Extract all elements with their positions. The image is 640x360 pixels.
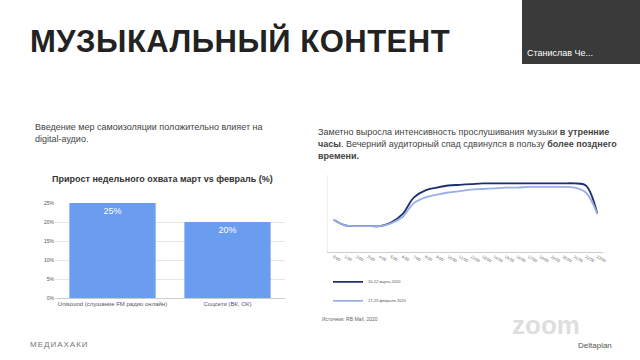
svg-text:18:00: 18:00 [538, 254, 550, 264]
svg-text:8:00: 8:00 [424, 254, 434, 263]
html-text:Заметно выросла интенсивность: Заметно выросла интенсивность прослушива… [318, 127, 617, 161]
svg-text:20:00: 20:00 [561, 254, 573, 264]
html-text:Deltaplan: Deltaplan [578, 341, 612, 350]
svg-text:2:00: 2:00 [355, 254, 365, 263]
svg-text:4:00: 4:00 [378, 254, 388, 263]
html-text:Станислав Че...: Станислав Че... [527, 48, 594, 58]
svg-text:3:00: 3:00 [367, 254, 377, 263]
svg-text:23:00: 23:00 [596, 254, 608, 264]
html-text:Введение мер самоизоляции поло: Введение мер самоизоляции положительно в… [35, 122, 263, 144]
svg-text:20%: 20% [218, 225, 236, 235]
svg-text:5%: 5% [47, 276, 55, 282]
svg-text:16:00: 16:00 [516, 254, 528, 264]
svg-text:15:00: 15:00 [504, 254, 516, 264]
svg-text:Unisound (слушание FM радио он: Unisound (слушание FM радио онлайн) [58, 301, 167, 307]
html-text:МУЗЫКАЛЬНЫЙ КОНТЕНТ: МУЗЫКАЛЬНЫЙ КОНТЕНТ [30, 24, 451, 59]
svg-text:1:00: 1:00 [344, 254, 354, 263]
html-text:МЕДИАХАКИ: МЕДИАХАКИ [30, 340, 89, 349]
svg-text:25%: 25% [44, 200, 55, 206]
svg-text:17-23 февраля 2020: 17-23 февраля 2020 [368, 298, 407, 303]
svg-text:17:00: 17:00 [527, 254, 539, 264]
svg-text:25%: 25% [103, 206, 121, 216]
svg-text:15%: 15% [44, 238, 55, 244]
svg-text:11:00: 11:00 [458, 254, 470, 264]
svg-text:19:00: 19:00 [550, 254, 562, 264]
svg-text:14:00: 14:00 [493, 254, 505, 264]
svg-text:10%: 10% [44, 257, 55, 263]
svg-text:16-22 марта 2020: 16-22 марта 2020 [368, 279, 401, 284]
svg-text:5:00: 5:00 [390, 254, 400, 263]
svg-text:12:00: 12:00 [470, 254, 482, 264]
svg-text:21:00: 21:00 [573, 254, 585, 264]
svg-text:0:00: 0:00 [332, 254, 342, 263]
html-text:zoom: zoom [512, 310, 580, 340]
svg-text:6:00: 6:00 [401, 254, 411, 263]
svg-text:7:00: 7:00 [412, 254, 422, 263]
svg-text:Прирост недельного охвата март: Прирост недельного охвата март vs феврал… [52, 174, 273, 184]
html-text:Источник: RB Mail, 2020: Источник: RB Mail, 2020 [322, 316, 378, 322]
svg-text:9:00: 9:00 [435, 254, 445, 263]
svg-text:0%: 0% [47, 295, 55, 301]
svg-text:Соцсети (ВК, ОК): Соцсети (ВК, ОК) [204, 301, 252, 307]
svg-text:13:00: 13:00 [481, 254, 493, 264]
svg-text:22:00: 22:00 [584, 254, 596, 264]
svg-text:10:00: 10:00 [447, 254, 459, 264]
svg-text:20%: 20% [44, 219, 55, 225]
